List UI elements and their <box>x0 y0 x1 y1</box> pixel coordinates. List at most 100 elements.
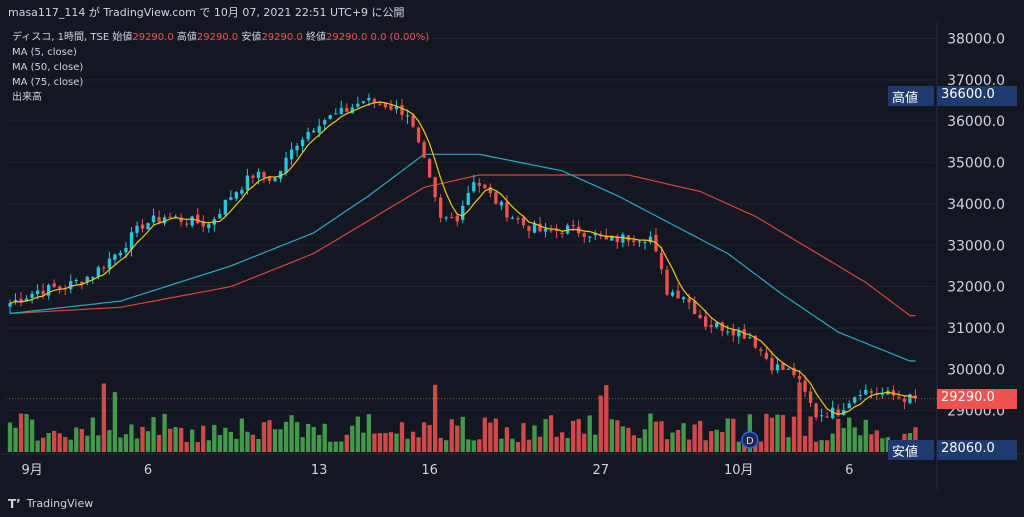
volume-bar <box>151 417 156 452</box>
candle-body <box>786 368 791 370</box>
candle-body <box>444 217 448 219</box>
candle-body <box>814 403 818 418</box>
candle-body <box>328 115 332 119</box>
candle-body <box>113 254 117 260</box>
volume-bar <box>758 441 764 452</box>
legend-ma75[interactable]: MA (75, close) <box>12 77 84 88</box>
volume-bar <box>250 434 256 452</box>
volume-bar <box>366 414 372 452</box>
volume-bar <box>427 425 432 452</box>
volume-bar <box>725 418 730 452</box>
candle-body <box>681 297 686 300</box>
candle-body <box>19 298 23 303</box>
candle-body <box>8 303 12 307</box>
volume-bar <box>686 439 692 452</box>
volume-bar <box>576 419 581 452</box>
candle-body <box>869 391 873 393</box>
volume-bar <box>808 416 813 452</box>
legend-close-label: 終値 <box>305 32 326 43</box>
legend-change: 0.0 (0.00%) <box>370 32 430 43</box>
volume-bar <box>548 415 554 452</box>
legend-ma50[interactable]: MA (50, close) <box>12 62 84 73</box>
candle-body <box>201 221 205 227</box>
volume-bar <box>372 433 377 452</box>
volume-bar <box>311 427 316 452</box>
volume-bar <box>24 414 29 452</box>
volume-bar <box>322 423 327 452</box>
time-tick-label: 16 <box>421 463 438 478</box>
volume-bar <box>52 430 57 452</box>
volume-bar <box>775 414 780 452</box>
volume-bar <box>858 435 863 452</box>
volume-bar <box>350 425 355 452</box>
tradingview-logo-icon[interactable]: T’ <box>8 496 21 511</box>
volume-bar <box>460 416 465 452</box>
volume-bar <box>118 437 123 452</box>
volume-bar <box>598 395 603 452</box>
volume-bar <box>764 413 769 452</box>
publish-info-text: masa117_114 が TradingView.com で 10月 07, … <box>8 6 405 19</box>
candle-body <box>295 145 299 151</box>
volume-bar <box>532 425 537 452</box>
volume-bar <box>653 421 659 452</box>
volume-bar <box>852 427 857 452</box>
candle-body <box>588 236 592 238</box>
legend-volume[interactable]: 出来高 <box>12 92 42 103</box>
low-marker-label: 安値 <box>888 439 934 460</box>
volume-bar <box>543 419 548 452</box>
legend-high-label: 高値 <box>176 32 197 43</box>
volume-bar <box>107 430 112 452</box>
time-tick-label: 6 <box>144 463 152 478</box>
candle-body <box>229 197 233 200</box>
ma5-line <box>9 101 916 416</box>
volume-bar <box>731 418 736 452</box>
volume-bar <box>145 431 151 452</box>
volume-bar <box>869 434 874 452</box>
candle-body <box>483 184 487 189</box>
candle-body <box>251 175 255 178</box>
volume-bar <box>234 438 239 452</box>
price-tick-label: 33000.0 <box>947 238 1005 254</box>
volume-bar <box>863 419 868 452</box>
candle-body <box>85 276 89 283</box>
volume-bar <box>289 415 294 452</box>
candlesticks: D <box>8 93 918 449</box>
brand-name[interactable]: TradingView <box>26 497 94 510</box>
candle-body <box>477 182 481 186</box>
volume-bar <box>278 429 283 452</box>
volume-bar <box>664 439 670 452</box>
volume-bar <box>195 442 200 452</box>
volume-bar <box>714 429 719 452</box>
candle-body <box>323 120 327 125</box>
candle-body <box>637 241 642 243</box>
volume-bar <box>510 438 515 452</box>
price-chart[interactable]: D 29000.030000.031000.032000.033000.0340… <box>0 22 1024 490</box>
legend-symbol-row: ディスコ, 1時間, TSE 始値29290.0 高値29290.0 安値292… <box>12 30 429 45</box>
candle-body <box>339 108 343 115</box>
volume-bar <box>212 424 217 452</box>
time-axis[interactable]: 9月 6 13 16 27 10月 6 <box>21 463 853 478</box>
volume-bar <box>499 438 504 452</box>
volume-bar <box>361 432 366 452</box>
volume-bar <box>272 429 278 452</box>
ma50-line <box>9 153 916 362</box>
candle-body <box>692 301 697 315</box>
volume-bar <box>432 384 438 452</box>
volume-bar <box>267 420 272 452</box>
legend-open: 29290.0 <box>132 32 174 43</box>
candle-body <box>356 103 360 107</box>
candle-body <box>902 399 907 402</box>
price-tick-label: 34000.0 <box>947 197 1005 213</box>
volume-bar <box>129 424 134 452</box>
volume-bar <box>830 433 835 452</box>
candle-body <box>168 216 172 218</box>
volume-bar <box>449 419 454 452</box>
price-axis[interactable]: 29000.030000.031000.032000.033000.034000… <box>947 32 1005 420</box>
volume-bar <box>46 433 51 452</box>
candle-body <box>472 182 476 192</box>
legend-ma5[interactable]: MA (5, close) <box>12 47 77 58</box>
candle-body <box>516 218 520 220</box>
volume-bar <box>802 435 808 452</box>
volume-bar <box>609 419 614 452</box>
volume-bar <box>847 417 852 452</box>
